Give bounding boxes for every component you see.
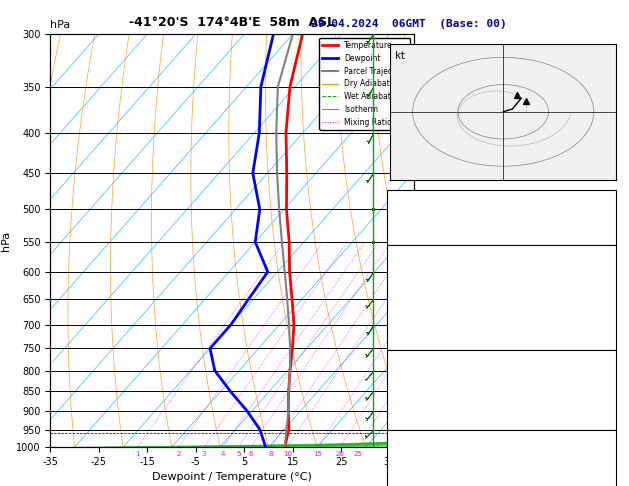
- Text: EH: EH: [393, 447, 406, 457]
- Text: hPa: hPa: [50, 20, 70, 30]
- Text: 58°: 58°: [593, 476, 611, 486]
- Text: 20: 20: [336, 451, 345, 457]
- Text: 29.04.2024  06GMT  (Base: 00): 29.04.2024 06GMT (Base: 00): [311, 19, 507, 30]
- Text: Temp (°C): Temp (°C): [393, 262, 449, 273]
- Text: © weatheronline.co.uk: © weatheronline.co.uk: [399, 471, 523, 481]
- Text: StmDir: StmDir: [393, 476, 431, 486]
- Legend: Temperature, Dewpoint, Parcel Trajectory, Dry Adiabat, Wet Adiabat, Isotherm, Mi: Temperature, Dewpoint, Parcel Trajectory…: [320, 38, 410, 130]
- Text: 2: 2: [176, 451, 181, 457]
- Text: CAPE (J): CAPE (J): [393, 411, 443, 421]
- Text: CAPE (J): CAPE (J): [393, 321, 443, 331]
- Text: CIN (J): CIN (J): [393, 425, 437, 435]
- Text: Totals Totals: Totals Totals: [393, 207, 474, 217]
- Text: 1: 1: [135, 451, 139, 457]
- Text: Surface: Surface: [481, 248, 524, 258]
- Text: Lifted Index: Lifted Index: [393, 306, 468, 316]
- Text: Lifted Index: Lifted Index: [393, 396, 468, 406]
- Text: 8: 8: [605, 396, 611, 406]
- Text: 8: 8: [605, 462, 611, 472]
- Text: 13.3: 13.3: [586, 262, 611, 273]
- Text: θₑ(K): θₑ(K): [393, 292, 425, 302]
- Text: Dewp (°C): Dewp (°C): [393, 277, 449, 287]
- Text: 15: 15: [313, 451, 322, 457]
- Text: CIN (J): CIN (J): [393, 335, 437, 346]
- Text: 0: 0: [605, 335, 611, 346]
- X-axis label: Dewpoint / Temperature (°C): Dewpoint / Temperature (°C): [152, 472, 312, 483]
- Text: θₑ (K): θₑ (K): [393, 382, 431, 392]
- Title: -41°20'S  174°4B'E  58m  ASL: -41°20'S 174°4B'E 58m ASL: [129, 16, 335, 29]
- Text: Most Unstable: Most Unstable: [462, 352, 543, 363]
- Text: 9.4: 9.4: [593, 277, 611, 287]
- Text: 5: 5: [236, 451, 240, 457]
- Y-axis label: hPa: hPa: [1, 230, 11, 251]
- Text: 1.26: 1.26: [586, 221, 611, 231]
- Text: 2: 2: [605, 192, 611, 202]
- Text: kt: kt: [394, 51, 406, 61]
- Text: 0: 0: [605, 321, 611, 331]
- Text: 305: 305: [593, 292, 611, 302]
- Text: 0: 0: [605, 411, 611, 421]
- Text: 9: 9: [605, 306, 611, 316]
- Text: 10: 10: [283, 451, 292, 457]
- Text: 35: 35: [599, 207, 611, 217]
- Text: 750: 750: [593, 367, 611, 377]
- Text: 8: 8: [269, 451, 274, 457]
- Text: 6: 6: [248, 451, 253, 457]
- Text: 4: 4: [221, 451, 225, 457]
- Text: 3: 3: [202, 451, 206, 457]
- Text: SREH: SREH: [393, 462, 418, 472]
- Text: K: K: [393, 192, 399, 202]
- Text: PW (cm): PW (cm): [393, 221, 437, 231]
- Text: Hodograph: Hodograph: [474, 433, 530, 443]
- Text: 306: 306: [593, 382, 611, 392]
- Text: 0: 0: [605, 425, 611, 435]
- Text: Pressure (mb): Pressure (mb): [393, 367, 474, 377]
- Text: 18: 18: [599, 447, 611, 457]
- Text: 25: 25: [353, 451, 362, 457]
- Y-axis label: km
ASL: km ASL: [436, 231, 457, 250]
- Text: LCL: LCL: [397, 429, 412, 437]
